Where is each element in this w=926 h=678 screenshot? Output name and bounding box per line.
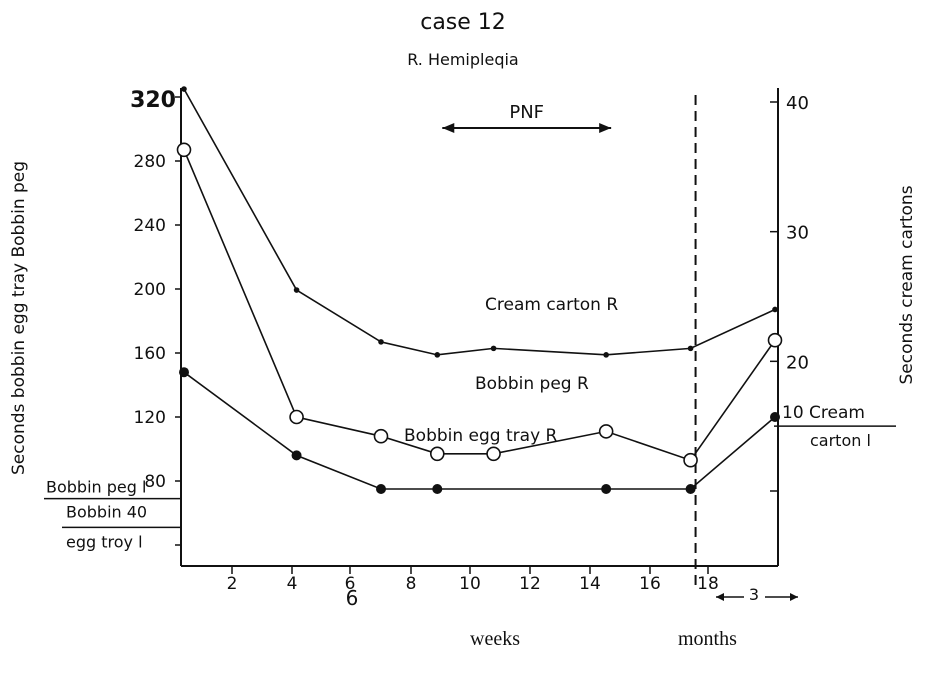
data-point-open	[373, 428, 389, 444]
x-tick-label: 10	[459, 574, 481, 594]
data-point-filled	[770, 412, 780, 422]
data-point-small	[181, 86, 187, 92]
pnf-arrow-right	[599, 123, 612, 133]
data-point-filled	[432, 484, 443, 494]
x-tick-label: 4	[287, 574, 298, 594]
data-point-small	[434, 352, 441, 358]
series-label: Bobbin egg tray R	[404, 426, 558, 446]
data-point-open	[683, 452, 698, 468]
chart-subtitle: R. Hemipleqia	[407, 50, 519, 69]
data-point-small	[293, 287, 300, 293]
baseline-label: egg troy l	[66, 532, 143, 551]
months-segment-arrow	[716, 593, 724, 601]
data-point-filled	[601, 484, 612, 494]
x-tick-label: 6	[346, 586, 359, 610]
pnf-label: PNF	[509, 102, 544, 123]
data-point-open	[767, 332, 783, 348]
left-tick-label: 320	[130, 88, 176, 113]
series-label: Cream carton R	[485, 295, 618, 315]
x-tick-label: 18	[697, 574, 719, 594]
x-tick-label: 14	[579, 574, 601, 594]
baseline-label: 10 Cream	[782, 403, 865, 423]
y-axis-label-left: Seconds bobbin egg tray Bobbin peg	[9, 161, 29, 475]
left-tick-label: 280	[134, 152, 166, 172]
x-tick-note: 3	[749, 585, 759, 604]
months-segment-arrow	[790, 593, 798, 601]
data-point-filled	[376, 484, 386, 494]
data-point-filled	[685, 484, 696, 494]
left-tick-label: 160	[134, 344, 166, 364]
data-point-small	[490, 345, 497, 352]
series-line	[183, 88, 776, 356]
x-tick-label: 6	[345, 574, 356, 594]
data-point-open	[289, 409, 304, 425]
pnf-arrow-left	[442, 123, 455, 133]
x-tick-label: 2	[227, 574, 238, 594]
chart-title: case 12	[420, 10, 506, 35]
data-point-filled	[291, 450, 302, 461]
right-tick-label: 20	[786, 352, 809, 373]
y-axis-label-right: Seconds cream cartons	[897, 185, 917, 384]
data-point-open	[176, 142, 192, 158]
months-unit-label: months	[678, 628, 737, 650]
x-tick-label: 12	[519, 574, 541, 594]
left-tick-label: 80	[144, 472, 166, 492]
left-tick-label: 120	[134, 408, 166, 428]
data-point-filled	[179, 367, 189, 378]
left-tick-label: 200	[134, 280, 166, 300]
baseline-label: Bobbin peg l	[46, 478, 146, 497]
baseline-label: Bobbin 40	[66, 502, 147, 521]
weeks-unit-label: weeks	[470, 628, 520, 650]
x-tick-label: 8	[406, 574, 417, 594]
data-point-small	[378, 339, 384, 345]
data-point-small	[687, 345, 694, 352]
x-tick-label: 16	[639, 574, 661, 594]
left-tick-label: 240	[134, 216, 166, 236]
baseline-label: carton l	[810, 431, 871, 450]
data-point-open	[598, 424, 614, 439]
series-line	[183, 149, 776, 462]
right-tick-label: 40	[786, 93, 809, 114]
data-point-small	[772, 306, 778, 313]
series-label: Bobbin peg R	[475, 374, 589, 394]
data-point-open	[486, 446, 501, 462]
data-point-small	[603, 352, 609, 358]
right-tick-label: 30	[786, 223, 809, 244]
data-point-open	[429, 446, 445, 462]
